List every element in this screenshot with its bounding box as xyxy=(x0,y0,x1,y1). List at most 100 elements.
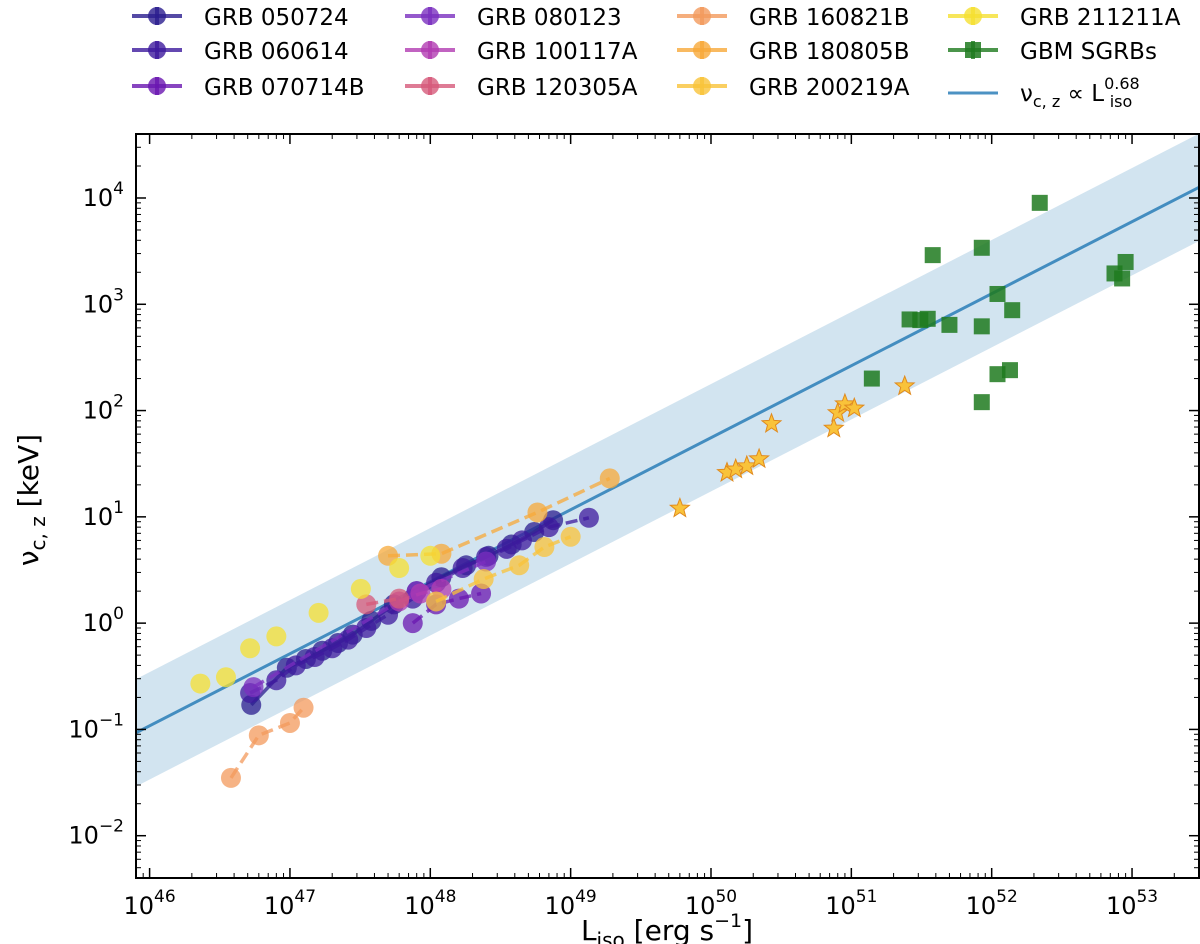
series-line-2 xyxy=(411,591,482,625)
data-point-1-5 xyxy=(338,629,359,650)
legend-marker-icon xyxy=(693,77,711,95)
data-point-7-3 xyxy=(599,468,620,489)
legend-marker-icon xyxy=(421,7,439,25)
data-point-11-10 xyxy=(989,366,1006,383)
legend-item-0: GRB 050724 xyxy=(132,5,349,31)
y-tick-label: 10−2 xyxy=(68,817,124,850)
data-point-2-0 xyxy=(402,613,423,634)
data-point-8-1 xyxy=(473,569,494,590)
legend-marker-icon xyxy=(964,7,982,25)
data-point-1-14 xyxy=(538,517,559,538)
data-point-3-2 xyxy=(476,551,497,572)
legend-item-5: GRB 120305A xyxy=(405,75,638,101)
y-tick-label: 100 xyxy=(83,604,124,637)
series-9 xyxy=(190,545,441,694)
x-tick-label: 1047 xyxy=(264,887,316,920)
data-point-9-3 xyxy=(266,626,287,647)
legend-marker-icon xyxy=(421,77,439,95)
data-point-5-1 xyxy=(389,588,410,609)
data-point-1-3 xyxy=(304,647,325,668)
legend-label: GRB 080123 xyxy=(477,5,622,31)
data-point-8-4 xyxy=(560,526,581,547)
legend-marker-icon xyxy=(693,41,711,59)
legend-item-4: GRB 100117A xyxy=(405,39,638,65)
x-axis-label-text: Liso [erg s−1] xyxy=(581,910,753,944)
data-point-9-0 xyxy=(190,673,211,694)
data-point-10-8 xyxy=(834,392,856,414)
data-point-10-9 xyxy=(843,396,866,418)
series-5 xyxy=(356,588,410,615)
x-tick-label: 1050 xyxy=(685,887,737,920)
series-6 xyxy=(220,697,314,788)
legend-label: GRB 050724 xyxy=(204,5,349,31)
y-axis-label-text: νc, z [keV] xyxy=(12,434,50,566)
legend-item-2: GRB 070714B xyxy=(132,75,364,101)
data-point-10-4 xyxy=(748,447,770,469)
data-point-11-16 xyxy=(1117,253,1134,270)
legend-item-10: GBM SGRBs xyxy=(948,39,1157,65)
data-point-11-12 xyxy=(1004,302,1021,319)
data-point-5-0 xyxy=(356,594,377,615)
data-point-9-2 xyxy=(240,638,261,659)
data-point-7-2 xyxy=(527,502,548,523)
plot-frame xyxy=(135,133,1200,879)
legend-item-3: GRB 080123 xyxy=(405,5,622,31)
series-8 xyxy=(426,526,581,612)
y-tick-label: 101 xyxy=(83,498,124,531)
data-point-10-5 xyxy=(760,412,783,434)
legend: GRB 050724 GRB 060614 GRB 070714B GRB 08012… xyxy=(132,5,1181,111)
data-point-4-1 xyxy=(410,583,431,604)
data-point-8-0 xyxy=(426,591,447,612)
data-point-1-4 xyxy=(322,638,343,659)
data-point-11-3 xyxy=(919,310,936,327)
data-point-11-4 xyxy=(924,247,941,264)
legend-marker-icon xyxy=(965,42,981,58)
series-7 xyxy=(378,468,620,566)
legend-item-7: GRB 180805B xyxy=(677,39,909,65)
x-tick-label: 1046 xyxy=(124,887,176,920)
data-point-10-10 xyxy=(893,374,916,396)
legend-marker-icon xyxy=(148,77,166,95)
legend-marker-icon xyxy=(693,7,711,25)
series-line-7 xyxy=(387,476,611,558)
legend-label: GRB 070714B xyxy=(204,75,364,101)
data-point-11-7 xyxy=(973,318,990,335)
legend-label: GRB 100117A xyxy=(477,39,638,65)
x-axis-label: Liso [erg s−1] xyxy=(581,910,753,944)
data-point-11-8 xyxy=(973,394,990,411)
data-point-6-3 xyxy=(293,697,314,718)
data-point-11-6 xyxy=(973,239,990,256)
data-point-10-6 xyxy=(822,416,845,438)
data-point-11-9 xyxy=(989,285,1006,302)
series-10 xyxy=(668,374,916,518)
data-point-1-6 xyxy=(356,617,377,638)
legend-item-6: GRB 160821B xyxy=(677,5,909,31)
fit-line xyxy=(136,185,1199,735)
legend-label: GRB 060614 xyxy=(204,39,349,65)
data-point-11-13 xyxy=(1031,194,1048,211)
y-tick-label: 10−1 xyxy=(68,710,124,743)
data-point-1-10 xyxy=(452,558,473,579)
y-axis-label: νc, z [keV] xyxy=(12,434,50,566)
legend-item-8: GRB 200219A xyxy=(677,75,910,101)
data-point-1-13 xyxy=(511,530,532,551)
data-point-6-2 xyxy=(279,712,300,733)
legend-label: GRB 211211A xyxy=(1020,5,1181,31)
x-tick-label: 1053 xyxy=(1106,887,1158,920)
legend-marker-icon xyxy=(421,41,439,59)
x-tick-label: 1052 xyxy=(966,887,1018,920)
data-point-9-6 xyxy=(389,558,410,579)
data-point-11-11 xyxy=(1001,362,1018,379)
data-point-1-12 xyxy=(496,538,517,559)
data-point-9-5 xyxy=(350,578,371,599)
data-point-1-15 xyxy=(578,507,599,528)
data-point-3-0 xyxy=(243,677,264,698)
data-point-6-1 xyxy=(248,725,269,746)
y-tick-label: 102 xyxy=(83,392,124,425)
data-point-8-2 xyxy=(509,555,530,576)
legend-label-fit: νc, z ∝ L0.68 iso xyxy=(1020,74,1140,111)
legend-label: GRB 160821B xyxy=(749,5,909,31)
data-point-11-5 xyxy=(941,316,958,333)
data-point-11-15 xyxy=(1114,270,1131,287)
